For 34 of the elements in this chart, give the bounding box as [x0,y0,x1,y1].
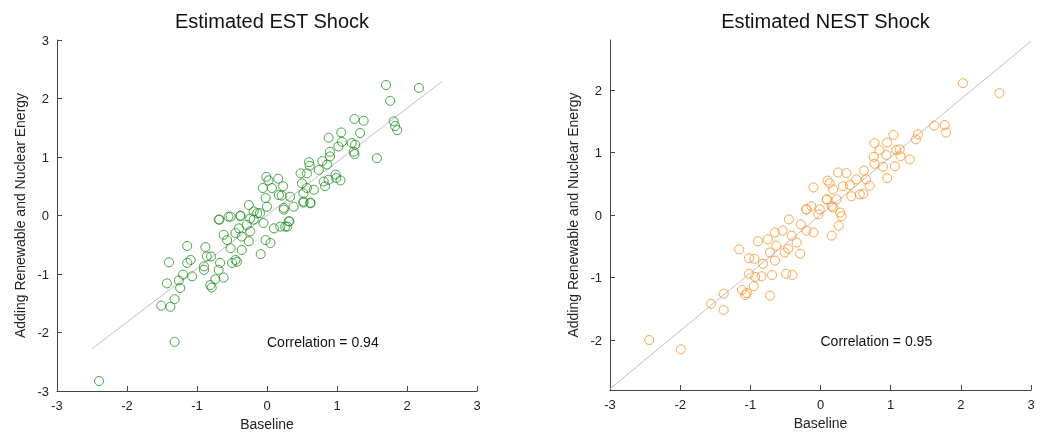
x-tick-label: 3 [473,398,481,413]
x-tick-label: 0 [816,397,825,412]
y-axis-title: Adding Renewable and Nuclear Energy [564,92,581,338]
y-tick-label: 1 [594,145,602,160]
x-tick-label: -2 [121,398,133,413]
chart-title: Estimated EST Shock [174,10,371,32]
y-tick-label: 2 [594,82,602,98]
x-tick-label: -1 [744,397,757,412]
x-tick-label: 1 [887,397,895,412]
y-tick-label: -1 [37,266,49,282]
x-tick-label: 0 [263,398,271,413]
y-tick-label: -2 [590,332,602,348]
y-tick-label: -3 [37,383,49,399]
x-tick-label: 1 [333,398,341,413]
x-tick-label: 3 [1027,397,1035,412]
x-tick-label: 2 [957,397,965,412]
x-tick-label: -3 [51,398,63,413]
y-tick-label: 3 [41,32,49,48]
x-tick-label: 2 [403,398,411,413]
annotation: Correlation = 0.94 [267,333,379,350]
y-tick-label: 1 [41,149,49,165]
x-tick-label: -2 [674,397,686,412]
y-tick-label: 0 [594,207,602,223]
x-tick-label: -3 [604,397,616,412]
y-tick-label: -1 [590,270,602,285]
annotation: Correlation = 0.95 [820,333,933,349]
y-tick-label: 2 [41,91,49,106]
x-axis-title: Baseline [240,415,295,432]
y-tick-label: -2 [37,325,49,340]
x-tick-label: -1 [191,398,203,413]
y-axis-title: Adding Renewable and Nuclear Energy [11,92,28,339]
x-axis-title: Baseline [793,414,848,431]
y-tick-label: 0 [41,208,49,223]
chart-title: Estimated NEST Shock [721,10,931,32]
